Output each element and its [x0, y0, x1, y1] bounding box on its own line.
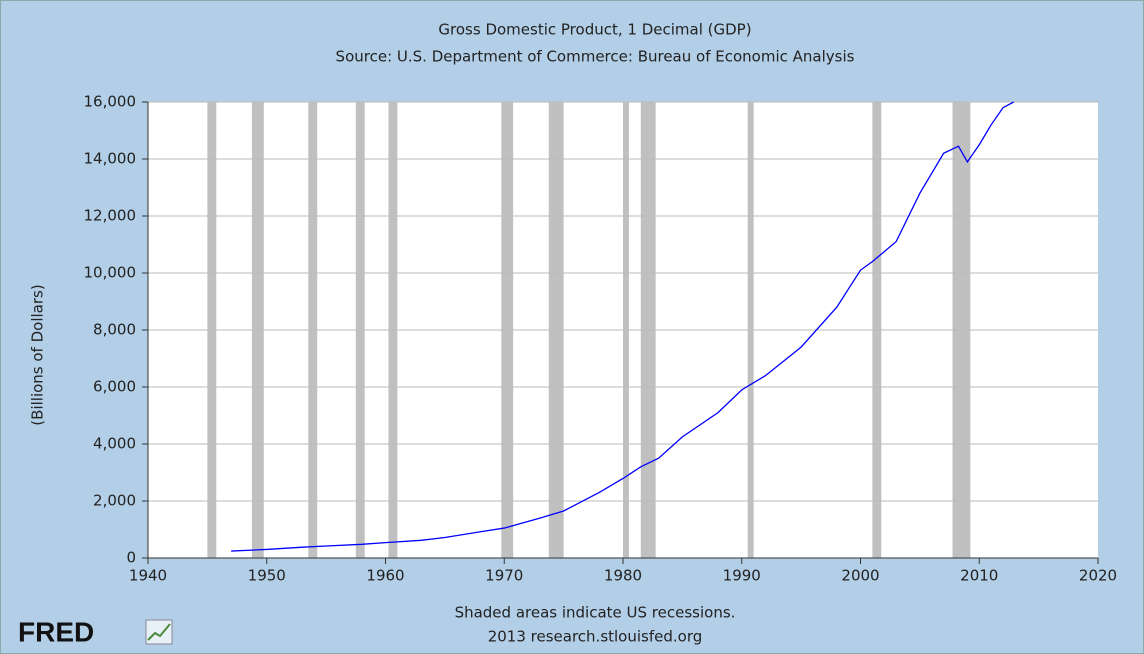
footnote: Shaded areas indicate US recessions.	[455, 604, 736, 622]
credit: 2013 research.stlouisfed.org	[488, 628, 703, 646]
data-line	[231, 101, 1014, 552]
y-tick-label: 10,000	[84, 264, 137, 282]
x-tick-label: 1990	[723, 567, 761, 585]
x-tick-label: 1940	[129, 567, 167, 585]
y-tick-label: 2,000	[93, 492, 136, 510]
y-tick-label: 8,000	[93, 321, 136, 339]
chart-title: Gross Domestic Product, 1 Decimal (GDP)	[438, 21, 751, 39]
y-tick-label: 12,000	[84, 207, 137, 225]
y-tick-label: 16,000	[84, 93, 137, 111]
y-axis-label: (Billions of Dollars)	[29, 284, 47, 425]
x-tick-label: 2020	[1079, 567, 1117, 585]
x-tick-label: 1960	[366, 567, 404, 585]
y-tick-label: 6,000	[93, 378, 136, 396]
x-tick-label: 2000	[841, 567, 879, 585]
x-tick-label: 1970	[485, 567, 523, 585]
logo-icon	[145, 619, 173, 645]
y-tick-label: 14,000	[84, 150, 137, 168]
x-tick-label: 2010	[960, 567, 998, 585]
logo: FRED	[18, 616, 94, 647]
y-tick-label: 4,000	[93, 435, 136, 453]
chart-subtitle: Source: U.S. Department of Commerce: Bur…	[336, 48, 855, 66]
x-tick-label: 1980	[604, 567, 642, 585]
x-tick-label: 1950	[248, 567, 286, 585]
y-tick-label: 0	[126, 549, 136, 567]
